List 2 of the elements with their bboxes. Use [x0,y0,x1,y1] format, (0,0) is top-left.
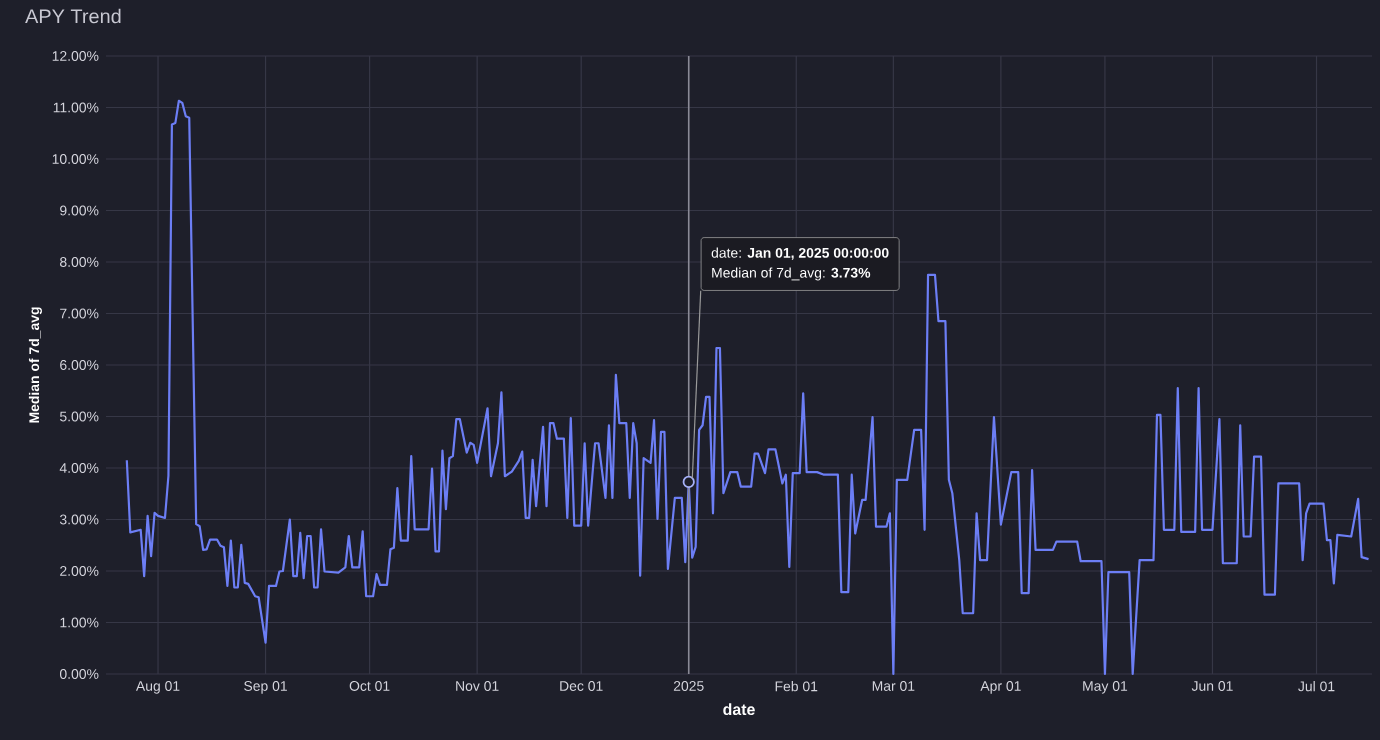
line-series [125,99,1370,676]
chart-title: APY Trend [25,8,121,24]
